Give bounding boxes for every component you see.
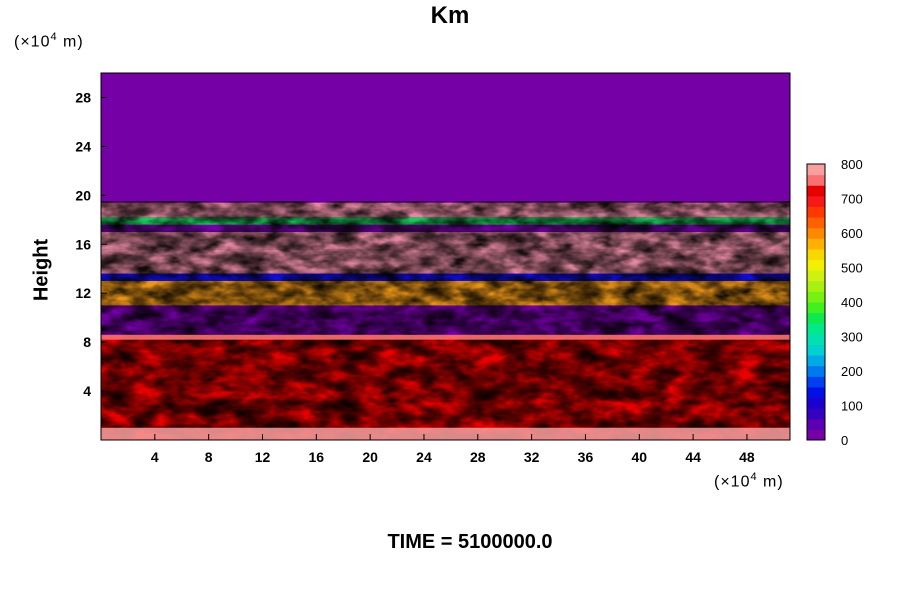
- y-tick-label: 28: [75, 89, 91, 105]
- y-tick-label: 24: [75, 138, 91, 154]
- y-axis-unit: (×104 m): [14, 31, 84, 51]
- upper-turbulence-overlay-2: [101, 201, 790, 337]
- colorbar-segment: [807, 227, 825, 239]
- boundary-layer-top: [101, 334, 790, 340]
- colorbar-segment: [807, 174, 825, 186]
- colorbar-segment: [807, 164, 825, 176]
- colorbar-segment: [807, 355, 825, 367]
- x-axis-unit: (×104 m): [714, 471, 784, 491]
- x-tick-label: 20: [362, 449, 378, 465]
- colorbar-segment: [807, 408, 825, 420]
- colorbar-tick-label: 500: [841, 261, 863, 276]
- colorbar-tick-label: 700: [841, 192, 863, 207]
- colorbar-tick-label: 300: [841, 330, 863, 345]
- colorbar-segment: [807, 195, 825, 207]
- x-tick-label: 8: [205, 449, 213, 465]
- colorbar-segment: [807, 206, 825, 218]
- heatmap-field: [101, 73, 790, 440]
- y-axis-ticks: 4 8 12 16 20 24 28: [75, 89, 107, 399]
- colorbar-segment: [807, 312, 825, 324]
- colorbar-segment: [807, 280, 825, 292]
- colorbar-tick-label: 200: [841, 364, 863, 379]
- chart-title: Km: [430, 2, 470, 29]
- colorbar-segment: [807, 376, 825, 388]
- colorbar-segment: [807, 185, 825, 197]
- colorbar-tick-label: 800: [841, 157, 863, 172]
- colorbar-segment: [807, 238, 825, 250]
- x-tick-label: 44: [685, 449, 701, 465]
- x-tick-label: 36: [578, 449, 594, 465]
- x-tick-label: 28: [470, 449, 486, 465]
- colorbar-segment: [807, 429, 825, 441]
- colorbar-tick-label: 400: [841, 295, 863, 310]
- colorbar-frame: [806, 163, 826, 441]
- colorbar-segment: [807, 386, 825, 399]
- surface-band: [101, 427, 790, 440]
- x-tick-label: 48: [739, 449, 755, 465]
- x-tick-label: 4: [151, 449, 159, 465]
- x-tick-label: 40: [631, 449, 647, 465]
- colorbar-segment: [807, 418, 825, 430]
- y-tick-label: 4: [83, 383, 91, 399]
- colorbar-segment: [807, 217, 825, 229]
- colorbar: 0 100 200 300 400 500 600 700 800: [806, 157, 863, 448]
- colorbar-segment: [807, 333, 825, 345]
- colorbar-segment: [807, 248, 825, 261]
- colorbar-segment: [807, 270, 825, 282]
- x-tick-label: 32: [524, 449, 540, 465]
- x-tick-label: 12: [255, 449, 271, 465]
- y-tick-label: 20: [75, 187, 91, 203]
- x-tick-label: 24: [416, 449, 432, 465]
- colorbar-segment: [807, 344, 825, 356]
- colorbar-segment: [807, 302, 825, 314]
- colorbar-tick-label: 100: [841, 399, 863, 414]
- y-tick-label: 8: [83, 334, 91, 350]
- y-tick-label: 12: [75, 285, 91, 301]
- colorbar-tick-label: 0: [841, 433, 848, 448]
- colorbar-segment: [807, 323, 825, 335]
- colorbar-segment: [807, 291, 825, 303]
- colorbar-segment: [807, 365, 825, 377]
- time-label: TIME = 5100000.0: [387, 531, 553, 553]
- colorbar-segment: [807, 259, 825, 271]
- x-axis-ticks: 4 8 12 16 20 24 28 32 36 40 44 48: [151, 434, 755, 465]
- x-tick-label: 16: [309, 449, 325, 465]
- plot-frame: [100, 72, 791, 441]
- boundary-layer-salmon: [101, 336, 790, 440]
- colorbar-segment: [807, 397, 825, 409]
- colorbar-tick-label: 600: [841, 226, 863, 241]
- y-tick-label: 16: [75, 236, 91, 252]
